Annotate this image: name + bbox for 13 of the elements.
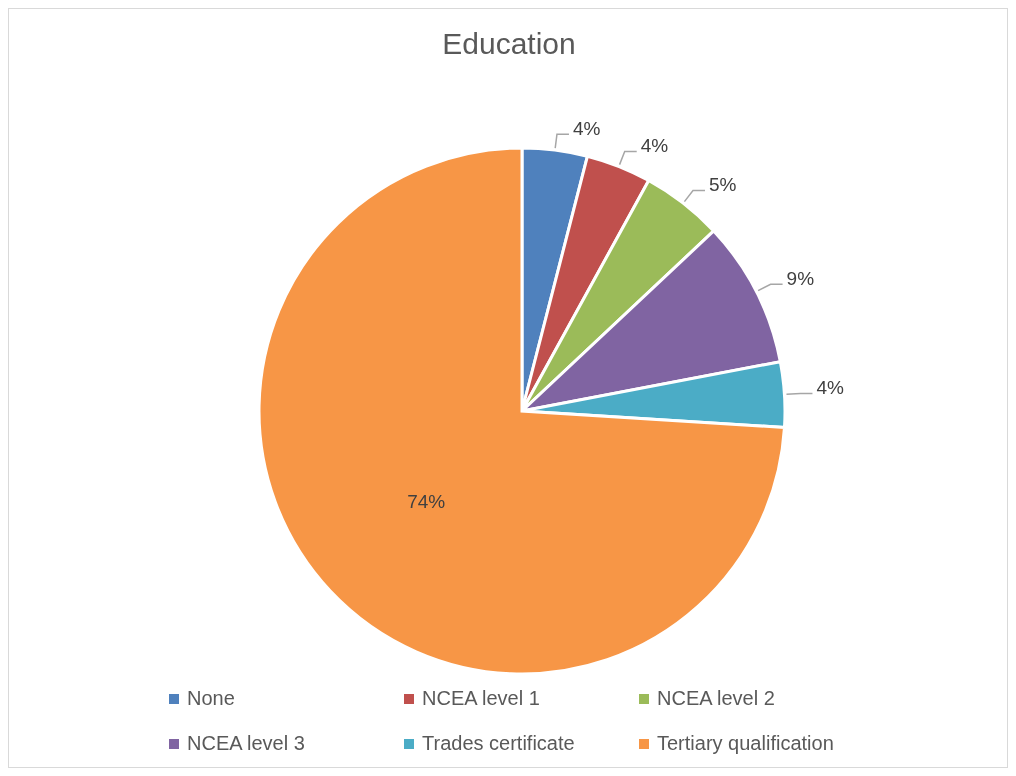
data-label: 5% <box>709 174 737 196</box>
legend-label: None <box>187 687 235 710</box>
chart-title: Education <box>441 27 577 61</box>
legend-label: NCEA level 1 <box>422 687 540 710</box>
data-label: 4% <box>572 117 601 139</box>
data-label: 74% <box>407 490 446 512</box>
legend-label: NCEA level 2 <box>657 687 775 710</box>
data-label: 4% <box>640 135 669 157</box>
legend-label: NCEA level 3 <box>187 732 305 755</box>
legend-label: Trades certificate <box>422 732 575 755</box>
data-label: 4% <box>816 376 845 398</box>
legend-label: Tertiary qualification <box>657 732 834 755</box>
data-label: 9% <box>786 267 815 289</box>
